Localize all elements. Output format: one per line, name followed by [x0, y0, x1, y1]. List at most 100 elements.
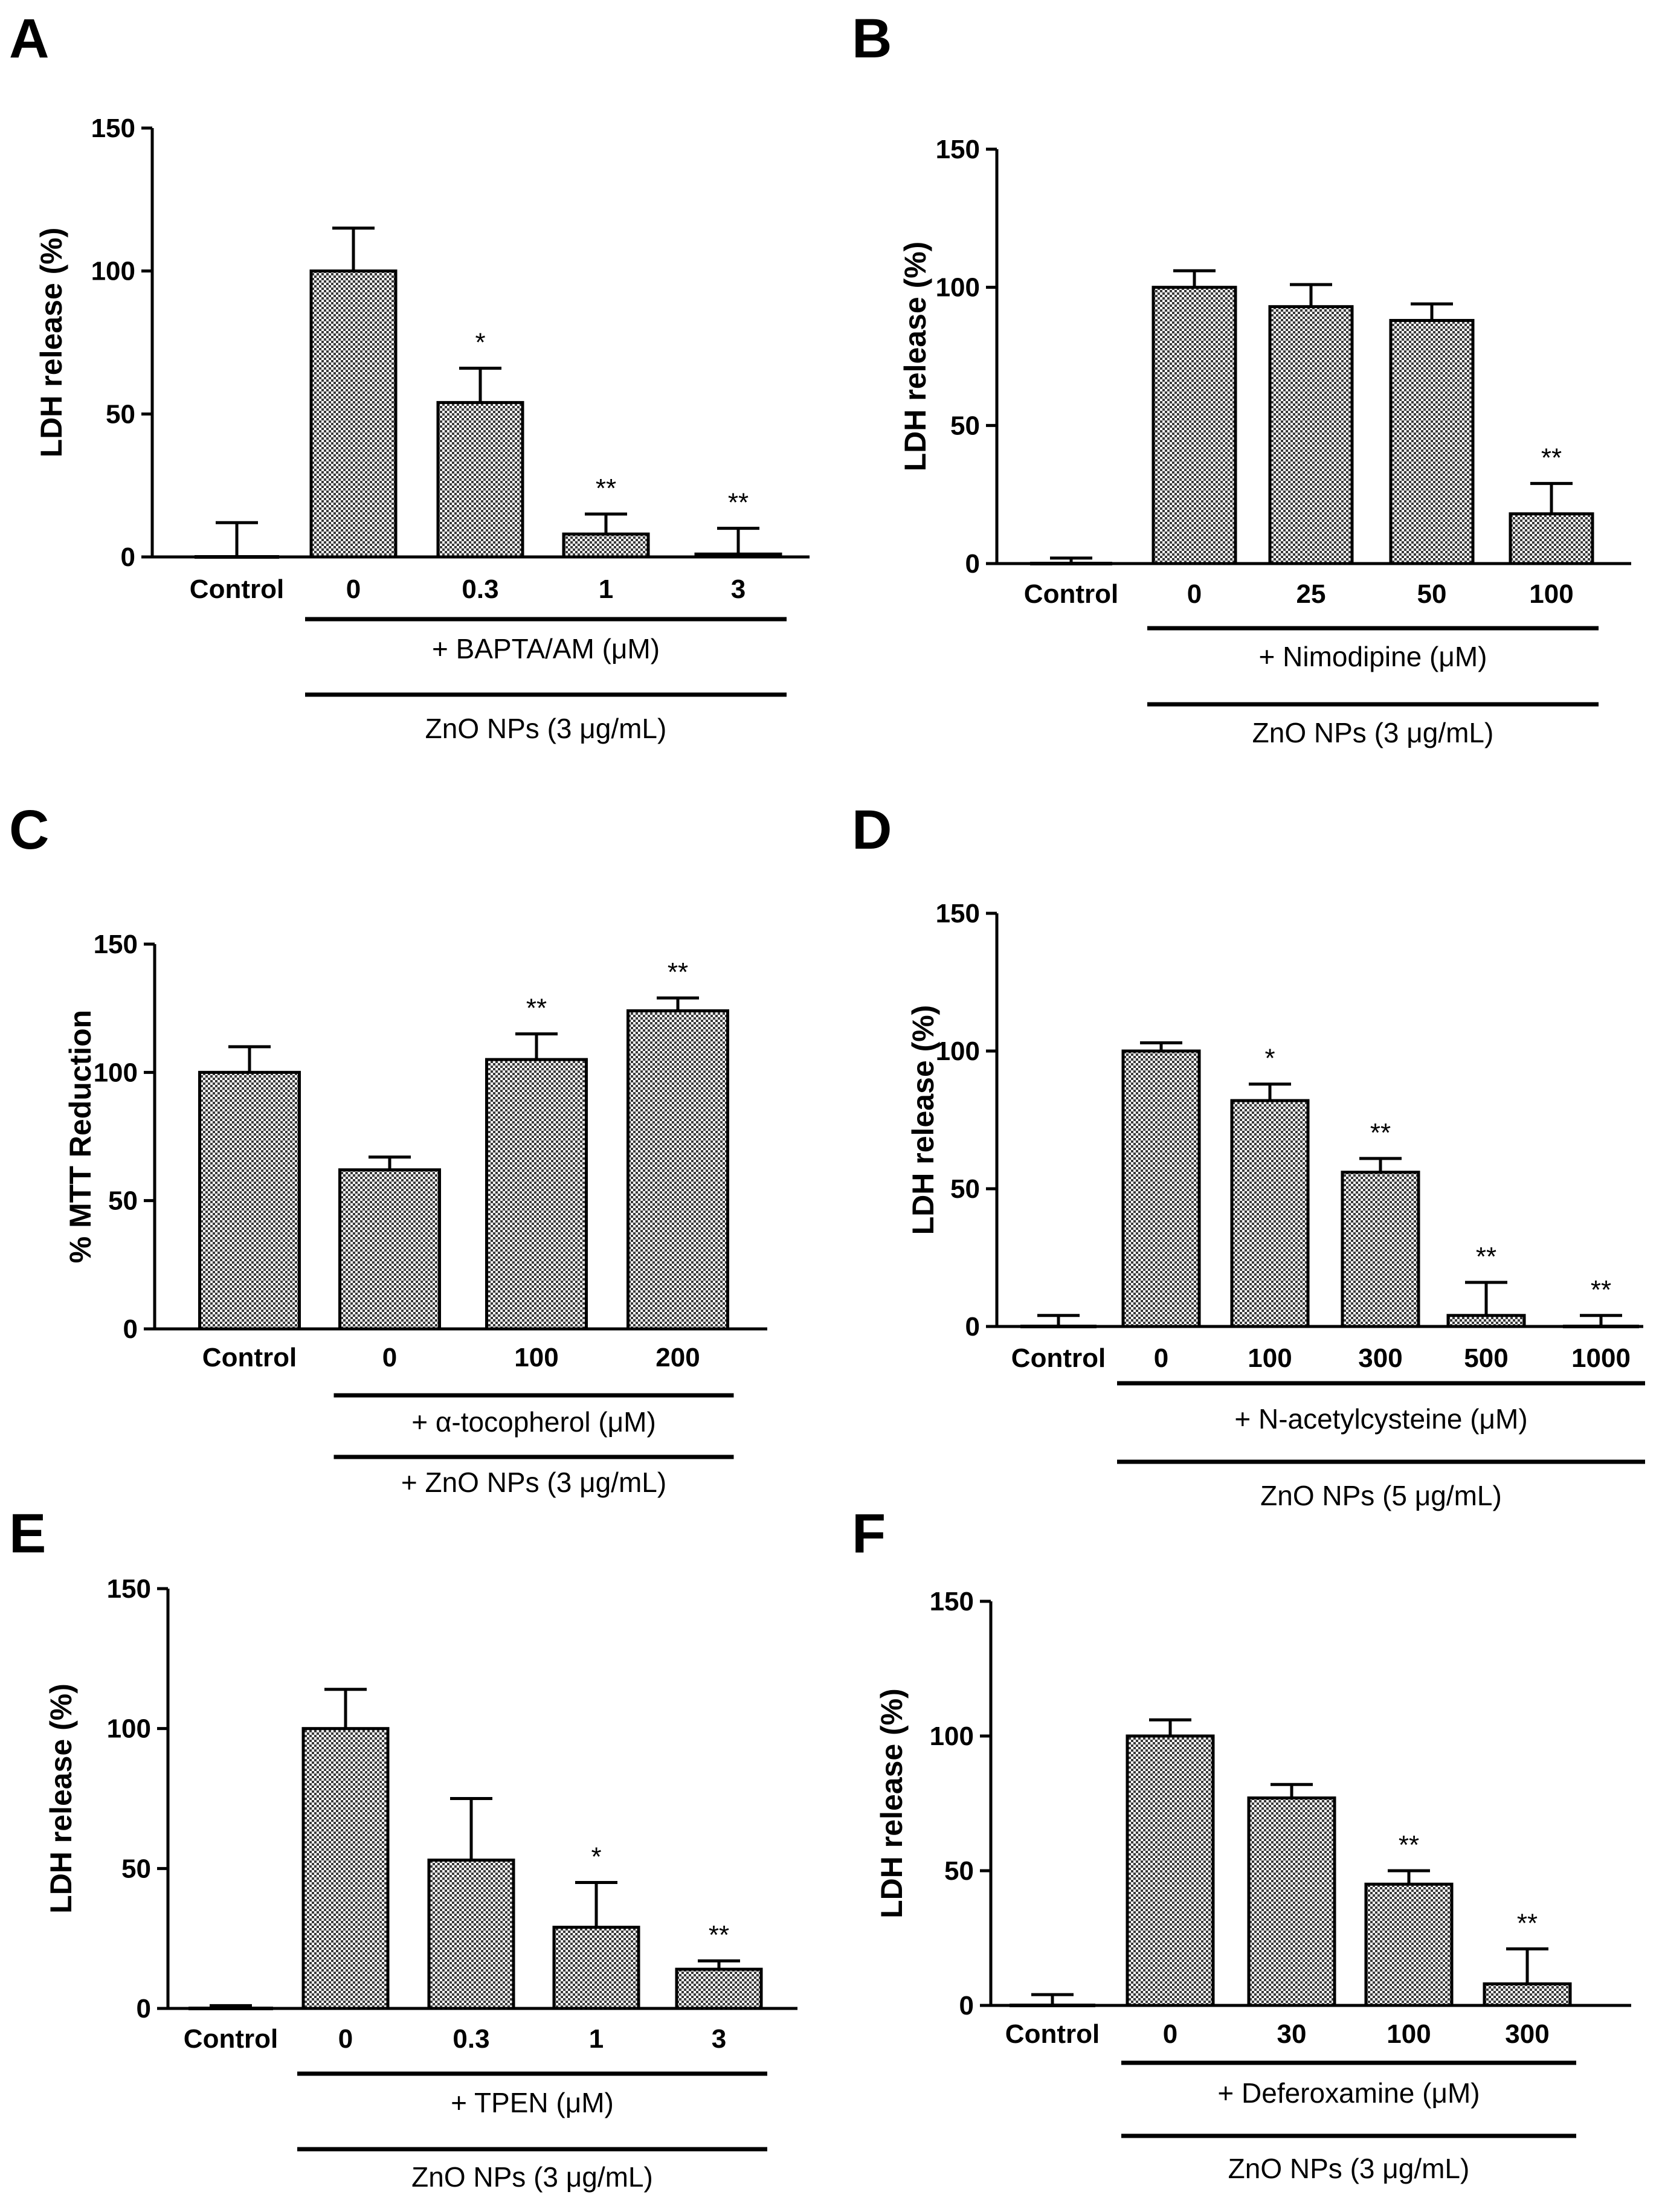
significance-marker: **	[709, 1920, 729, 1950]
y-tick-label: 100	[930, 1722, 974, 1751]
y-tick-label: 100	[94, 1058, 138, 1087]
category-label: 3	[731, 574, 746, 604]
significance-marker: **	[1399, 1830, 1419, 1860]
bar-0	[301, 1727, 390, 2010]
significance-marker: **	[1517, 1908, 1538, 1938]
significance-marker: **	[1476, 1242, 1496, 1272]
category-label: 0	[1154, 1343, 1168, 1373]
significance-marker: **	[526, 994, 547, 1023]
bar-200	[626, 1009, 729, 1331]
y-tick-label: 50	[944, 1856, 974, 1886]
y-tick-label: 0	[965, 1312, 980, 1342]
category-label: 0	[346, 574, 361, 604]
y-axis-label: LDH release (%)	[34, 228, 68, 458]
bar-300	[1483, 1982, 1572, 2007]
significance-marker: **	[1591, 1275, 1611, 1305]
y-tick-label: 150	[107, 1574, 151, 1604]
category-label: Control	[1024, 579, 1118, 609]
y-axis-label: LDH release (%)	[875, 1688, 909, 1918]
bar-1	[562, 532, 650, 559]
category-label: 200	[655, 1343, 700, 1372]
category-label: Control	[184, 2024, 278, 2054]
bar-500	[1446, 1314, 1526, 1328]
y-tick-label: 150	[930, 1587, 974, 1616]
category-label: Control	[202, 1343, 297, 1372]
bar-3	[675, 1967, 763, 2010]
panel-b: B 0 50 100 150 LDH release (%) Control 0 25 50 ** 1…	[852, 8, 1631, 748]
panel-letter: F	[852, 1503, 886, 1564]
panel-letter: B	[852, 8, 892, 69]
category-label: 100	[1248, 1343, 1292, 1373]
bar-control	[198, 1070, 301, 1331]
significance-marker: *	[1264, 1044, 1275, 1073]
y-axis-label: LDH release (%)	[44, 1683, 78, 1914]
y-tick-label: 150	[91, 114, 135, 143]
category-label: 1000	[1571, 1343, 1631, 1373]
bar-0	[1126, 1734, 1215, 2007]
y-tick-label: 150	[936, 899, 980, 928]
treatment-bracket-label: + TPEN (μM)	[451, 2087, 614, 2118]
category-label: 300	[1505, 2019, 1549, 2049]
y-tick-label: 150	[94, 930, 138, 959]
category-label: 30	[1277, 2019, 1307, 2049]
bar-100	[1230, 1099, 1310, 1328]
bar-0	[309, 269, 398, 559]
category-label: 1	[599, 574, 613, 604]
panel-d: D 0 50 100 150 LDH release (%) Control 0 * 100 ** 3…	[852, 799, 1645, 1511]
y-tick-label: 50	[108, 1186, 138, 1216]
treatment-bracket-label: + Nimodipine (μM)	[1259, 641, 1487, 672]
bar-100	[1509, 512, 1594, 565]
category-label: 0	[1187, 579, 1202, 609]
treatment-bracket-label: ZnO NPs (5 μg/mL)	[1260, 1480, 1502, 1511]
y-tick-label: 100	[91, 257, 135, 286]
bar-0	[1151, 286, 1237, 565]
treatment-bracket-label: + Deferoxamine (μM)	[1217, 2077, 1480, 2109]
bar-0	[1121, 1049, 1201, 1328]
y-axis-label: % MTT Reduction	[63, 1010, 97, 1263]
bar-100	[485, 1058, 588, 1331]
y-axis-label: LDH release (%)	[898, 242, 932, 472]
bar-1	[552, 1926, 640, 2010]
category-label: 100	[1387, 2019, 1431, 2049]
treatment-bracket-label: + BAPTA/AM (μM)	[432, 633, 660, 664]
category-label: 100	[1529, 579, 1573, 609]
category-label: 50	[1417, 579, 1447, 609]
significance-marker: **	[1370, 1118, 1391, 1148]
category-label: 25	[1296, 579, 1326, 609]
y-tick-label: 100	[936, 1037, 980, 1066]
category-label: 0.3	[462, 574, 498, 604]
bar-3	[694, 552, 782, 559]
category-label: 0	[382, 1343, 397, 1372]
panel-letter: A	[9, 8, 49, 69]
bar-0.3	[427, 1858, 515, 2010]
y-axis-label: LDH release (%)	[906, 1005, 940, 1235]
panel-f: F 0 50 100 150 LDH release (%) Control 0 30 ** 100…	[852, 1503, 1631, 2184]
significance-marker: *	[591, 1842, 601, 1872]
treatment-bracket-label: + N-acetylcysteine (μM)	[1234, 1403, 1527, 1435]
significance-marker: **	[728, 488, 749, 518]
bar-0	[338, 1168, 441, 1331]
panel-e: E 0 50 100 150 LDH release (%) Control 0 0.3 * 1 **…	[9, 1503, 797, 2193]
bar-30	[1247, 1796, 1336, 2007]
bar-100	[1364, 1882, 1454, 2007]
y-tick-label: 0	[123, 1314, 138, 1344]
significance-marker: *	[475, 328, 485, 358]
y-tick-label: 150	[936, 135, 980, 164]
significance-marker: **	[668, 957, 688, 987]
panel-letter: C	[9, 799, 49, 861]
y-tick-label: 50	[121, 1854, 151, 1883]
panel-c: C 0 50 100 150 % MTT Reduction Control 0 ** 100 **…	[9, 799, 767, 1498]
category-label: 0	[1163, 2019, 1177, 2049]
y-tick-label: 50	[950, 411, 980, 440]
category-label: Control	[190, 574, 284, 604]
category-label: 1	[589, 2024, 604, 2054]
category-label: 0	[338, 2024, 353, 2054]
y-tick-label: 50	[106, 399, 135, 429]
y-tick-label: 0	[137, 1994, 151, 2024]
bar-0.3	[436, 400, 524, 559]
category-label: 3	[712, 2024, 726, 2054]
y-tick-label: 0	[965, 549, 980, 579]
treatment-bracket-label: ZnO NPs (3 μg/mL)	[411, 2161, 653, 2193]
category-label: Control	[1005, 2019, 1100, 2049]
